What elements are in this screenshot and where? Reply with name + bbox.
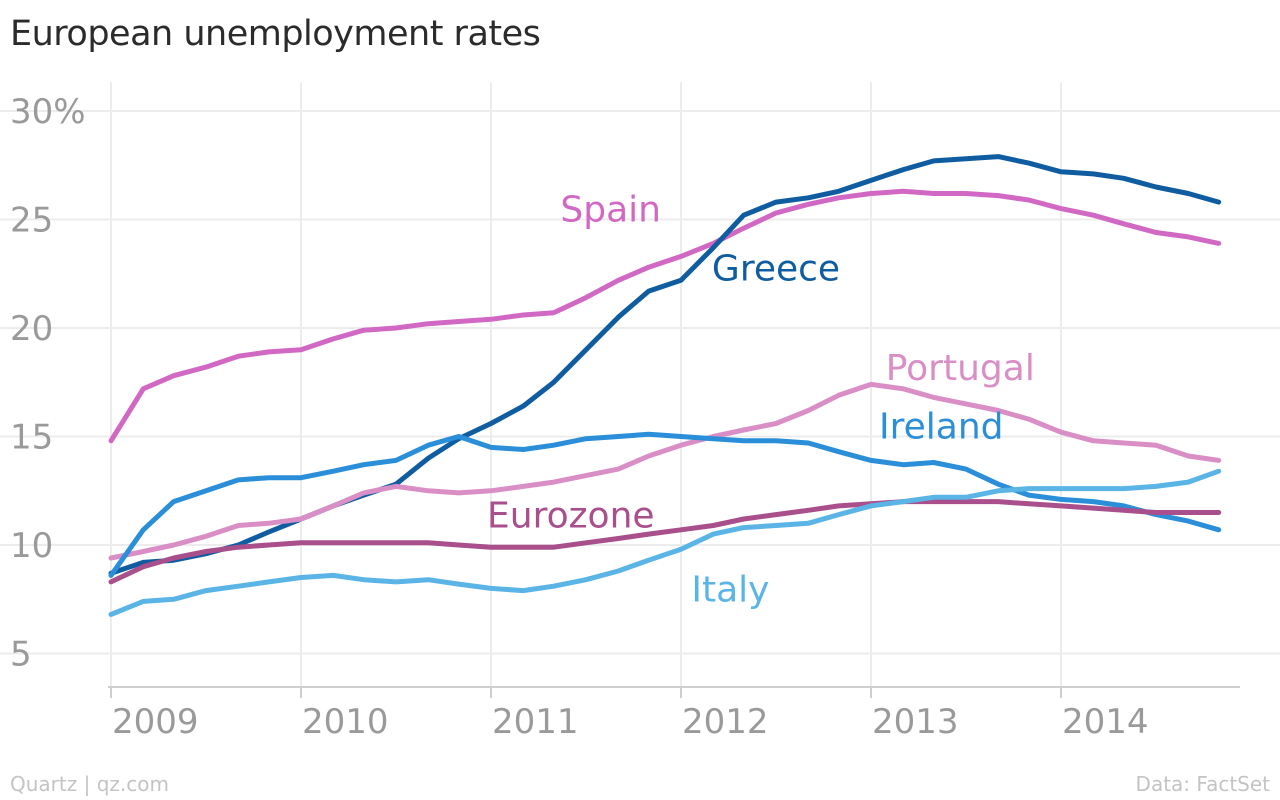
series-label-spain: Spain: [560, 190, 661, 231]
y-tick-label: 10: [10, 526, 53, 566]
y-tick-label: 5: [10, 635, 32, 675]
axes: 30% 25 20 15 10 5 2009 2010 2011 2012 2013 2014: [10, 92, 1240, 742]
chart-title: European unemployment rates: [10, 14, 541, 54]
source-text: Data: FactSet: [1135, 772, 1270, 796]
y-tick-label: 30%: [10, 92, 86, 132]
x-tick-label: 2011: [492, 702, 579, 742]
series-line-eurozone: [108, 499, 1222, 585]
series-lines: [108, 154, 1222, 617]
series-line-portugal: [108, 381, 1222, 561]
series-line-spain: [108, 188, 1222, 444]
y-tick-label: 25: [10, 201, 53, 241]
series-label-portugal: Portugal: [886, 348, 1035, 389]
series-line-ireland: [108, 431, 1222, 578]
series-label-ireland: Ireland: [879, 407, 1004, 448]
series-label-eurozone: Eurozone: [487, 496, 654, 537]
series-labels: Spain Greece Portugal Ireland Eurozone Italy: [487, 190, 1035, 611]
y-tick-label: 15: [10, 418, 53, 458]
series-label-greece: Greece: [712, 248, 840, 289]
x-tick-label: 2013: [872, 702, 959, 742]
y-tick-label: 20: [10, 309, 53, 349]
x-tick-label: 2014: [1062, 702, 1149, 742]
x-tick-label: 2012: [682, 702, 769, 742]
series-label-italy: Italy: [691, 569, 769, 610]
x-tick-label: 2010: [302, 702, 389, 742]
x-tick-label: 2009: [112, 702, 199, 742]
series-line-italy: [108, 468, 1222, 617]
credit-text: Quartz | qz.com: [10, 772, 169, 796]
